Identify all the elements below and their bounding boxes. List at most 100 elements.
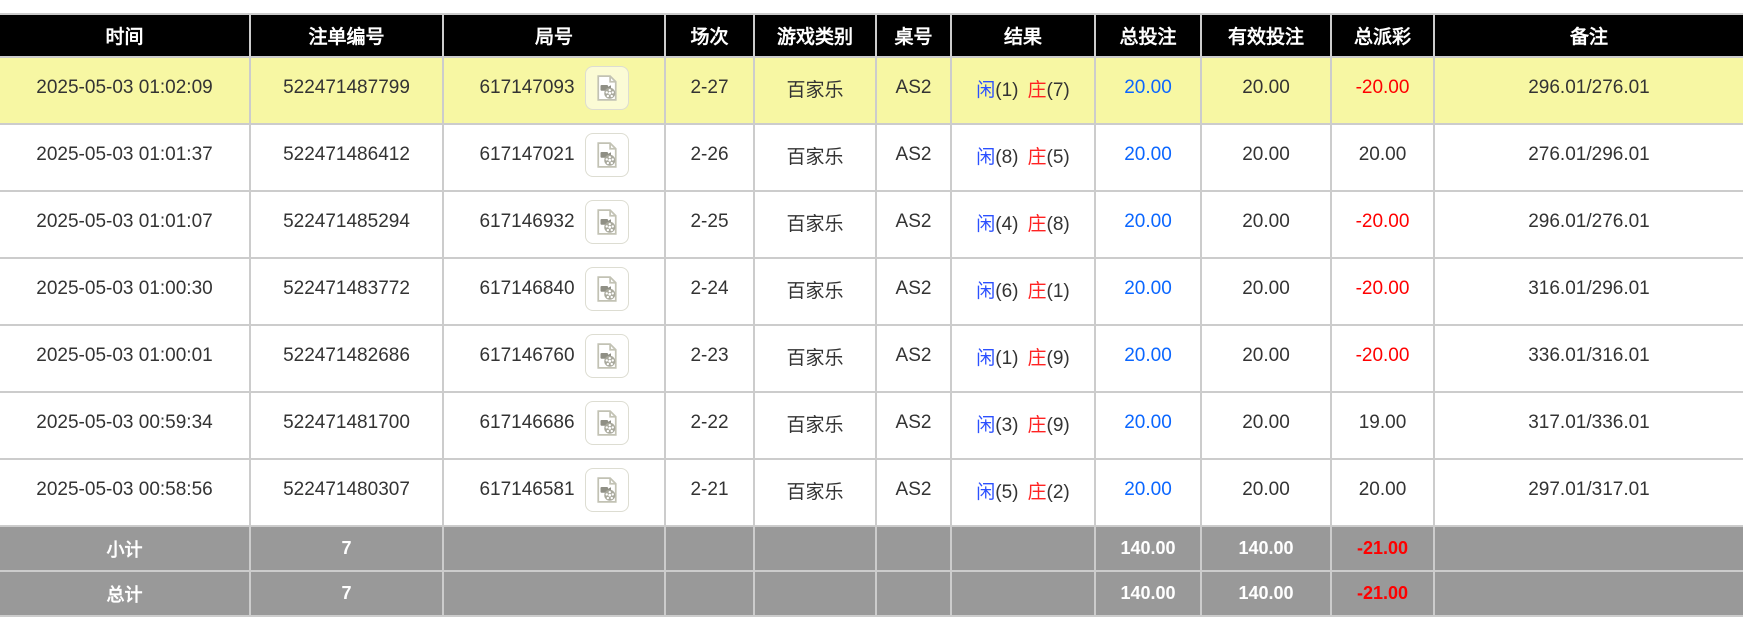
session-cell: 2-21 [664, 458, 755, 527]
payout-cell: -20.00 [1330, 190, 1435, 259]
video-replay-button[interactable] [584, 267, 629, 311]
video-file-icon [596, 276, 617, 302]
player-score: (4) [995, 213, 1019, 235]
session-cell: 2-24 [664, 257, 755, 326]
total-bet-cell[interactable]: 20.00 [1094, 257, 1202, 326]
result-cell: 闲(4) 庄(8) [950, 190, 1096, 259]
total-bet-cell[interactable]: 20.00 [1094, 190, 1202, 259]
table-no-cell: AS2 [875, 123, 952, 192]
bet-id-cell: 522471480307 [249, 458, 444, 527]
remark-cell: 296.01/276.01 [1433, 190, 1743, 259]
player-result-label: 闲 [976, 347, 996, 369]
result-cell: 闲(6) 庄(1) [950, 257, 1096, 326]
payout-cell: -20.00 [1330, 324, 1435, 393]
total-bet-cell[interactable]: 20.00 [1094, 123, 1202, 192]
col-header-result: 结果 [950, 13, 1096, 58]
remark-cell: 276.01/296.01 [1433, 123, 1743, 192]
round-id: 617146581 [479, 479, 575, 500]
banker-result-label: 庄 [1027, 280, 1047, 302]
video-replay-button[interactable] [584, 334, 629, 378]
table-footer: 小计 7 140.00 140.00 -21.00 总计 7 140.00 14… [0, 525, 1743, 617]
summary-count: 7 [249, 570, 444, 617]
payout-cell: 19.00 [1330, 391, 1435, 460]
video-replay-button[interactable] [584, 133, 629, 177]
banker-result-label: 庄 [1027, 347, 1047, 369]
payout-cell: 20.00 [1330, 458, 1435, 527]
table-row: 2025-05-03 01:00:30 522471483772 6171468… [0, 257, 1743, 326]
time-cell: 2025-05-03 01:01:37 [0, 123, 251, 192]
video-replay-button[interactable] [584, 66, 629, 110]
summary-count: 7 [249, 525, 444, 572]
player-score: (6) [995, 280, 1019, 302]
remark-cell: 336.01/316.01 [1433, 324, 1743, 393]
video-replay-button[interactable] [584, 468, 629, 512]
time-cell: 2025-05-03 01:00:30 [0, 257, 251, 326]
result-cell: 闲(8) 庄(5) [950, 123, 1096, 192]
session-cell: 2-27 [664, 56, 755, 125]
bet-id-cell: 522471486412 [249, 123, 444, 192]
game-type-cell: 百家乐 [753, 123, 877, 192]
bet-id-cell: 522471482686 [249, 324, 444, 393]
header-row: 时间 注单编号 局号 场次 游戏类别 桌号 结果 总投注 有效投注 总派彩 备注 [0, 13, 1743, 58]
banker-score: (2) [1046, 481, 1070, 503]
col-header-game-type: 游戏类别 [753, 13, 877, 58]
summary-payout: -21.00 [1330, 525, 1435, 572]
total-bet-cell[interactable]: 20.00 [1094, 56, 1202, 125]
time-cell: 2025-05-03 00:58:56 [0, 458, 251, 527]
game-type-cell: 百家乐 [753, 391, 877, 460]
session-cell: 2-25 [664, 190, 755, 259]
empty-cell [950, 570, 1096, 617]
table-row: 2025-05-03 01:01:37 522471486412 6171470… [0, 123, 1743, 192]
player-score: (1) [995, 79, 1019, 101]
table-row: 2025-05-03 01:02:09 522471487799 6171470… [0, 56, 1743, 125]
round-id: 617146840 [479, 278, 575, 299]
round-cell: 617146581 [442, 458, 666, 527]
bet-id-cell: 522471483772 [249, 257, 444, 326]
table-header: 时间 注单编号 局号 场次 游戏类别 桌号 结果 总投注 有效投注 总派彩 备注 [0, 13, 1743, 58]
empty-cell [664, 525, 755, 572]
total-bet-cell[interactable]: 20.00 [1094, 458, 1202, 527]
player-result-label: 闲 [976, 481, 996, 503]
col-header-payout: 总派彩 [1330, 13, 1435, 58]
summary-label: 小计 [0, 525, 251, 572]
total-bet-cell[interactable]: 20.00 [1094, 324, 1202, 393]
result-cell: 闲(1) 庄(7) [950, 56, 1096, 125]
bet-id-cell: 522471481700 [249, 391, 444, 460]
session-cell: 2-26 [664, 123, 755, 192]
game-type-cell: 百家乐 [753, 257, 877, 326]
remark-cell: 317.01/336.01 [1433, 391, 1743, 460]
total-bet-cell[interactable]: 20.00 [1094, 391, 1202, 460]
banker-score: (8) [1046, 213, 1070, 235]
valid-bet-cell: 20.00 [1200, 391, 1332, 460]
payout-cell: -20.00 [1330, 56, 1435, 125]
bet-id-cell: 522471487799 [249, 56, 444, 125]
video-file-icon [596, 209, 617, 235]
banker-score: (7) [1046, 79, 1070, 101]
summary-payout: -21.00 [1330, 570, 1435, 617]
video-file-icon [596, 410, 617, 436]
player-result-label: 闲 [976, 146, 996, 168]
payout-cell: 20.00 [1330, 123, 1435, 192]
player-result-label: 闲 [976, 213, 996, 235]
col-header-valid-bet: 有效投注 [1200, 13, 1332, 58]
table-no-cell: AS2 [875, 324, 952, 393]
video-replay-button[interactable] [584, 401, 629, 445]
round-cell: 617146760 [442, 324, 666, 393]
remark-cell: 296.01/276.01 [1433, 56, 1743, 125]
summary-row: 小计 7 140.00 140.00 -21.00 [0, 525, 1743, 572]
empty-cell [875, 570, 952, 617]
banker-score: (9) [1046, 347, 1070, 369]
session-cell: 2-22 [664, 391, 755, 460]
video-file-icon [596, 75, 617, 101]
round-cell: 617146686 [442, 391, 666, 460]
time-cell: 2025-05-03 01:01:07 [0, 190, 251, 259]
video-replay-button[interactable] [584, 200, 629, 244]
valid-bet-cell: 20.00 [1200, 257, 1332, 326]
empty-cell [1433, 525, 1743, 572]
player-score: (5) [995, 481, 1019, 503]
banker-result-label: 庄 [1027, 481, 1047, 503]
empty-cell [442, 525, 666, 572]
table-no-cell: AS2 [875, 257, 952, 326]
player-result-label: 闲 [976, 414, 996, 436]
table-no-cell: AS2 [875, 56, 952, 125]
